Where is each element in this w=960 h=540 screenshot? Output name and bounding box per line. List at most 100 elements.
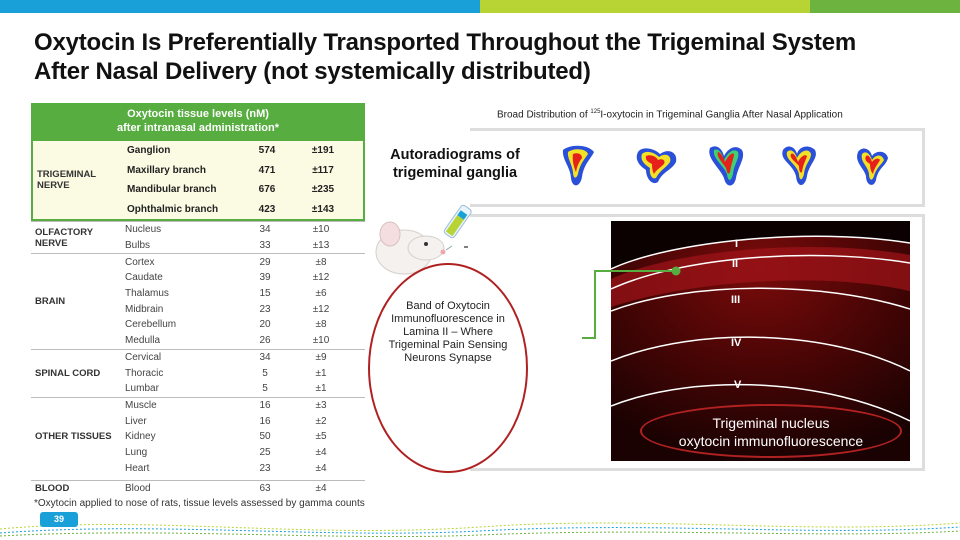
table-group-label: OLFACTORY NERVE xyxy=(35,226,93,249)
ganglia-caption-sup: 125 xyxy=(590,109,601,115)
table-row: Cortex 29 ±8 xyxy=(121,254,365,270)
table-group-label: TRIGEMINAL NERVE xyxy=(37,169,96,191)
table-group-rows: Muscle 16 ±3 Liver 16 ±2 Kidney 50 ±5 Lung 25 ±4 Hea… xyxy=(121,398,365,476)
autoradiogram-5 xyxy=(857,148,888,185)
table-cell-sd: ±8 xyxy=(315,319,327,331)
table-row: Ophthalmic branch 423 ±143 xyxy=(123,200,363,220)
table-row: Lumbar 5 ±1 xyxy=(121,381,365,397)
table-cell-level: 33 xyxy=(259,240,271,252)
table-group-rows: Cortex 29 ±8 Caudate 39 ±12 Thalamus 15 ±6 Midbra… xyxy=(121,254,365,348)
table-row: Liver 16 ±2 xyxy=(121,413,365,429)
table-cell-tissue: Cervical xyxy=(125,351,162,363)
table-header-line2: after intranasal administration* xyxy=(117,122,279,134)
page-number: 39 xyxy=(40,512,78,527)
table-row: Lung 25 ±4 xyxy=(121,445,365,461)
table-cell-tissue: Mandibular branch xyxy=(127,184,217,196)
table-row: Ganglion 574 ±191 xyxy=(123,141,363,161)
table-cell-tissue: Lumbar xyxy=(125,383,159,395)
table-row: Thalamus 15 ±6 xyxy=(121,286,365,302)
top-bar-blue xyxy=(0,0,480,13)
table-row: Maxillary branch 471 ±117 xyxy=(123,161,363,181)
table-cell-sd: ±3 xyxy=(315,399,327,411)
table-cell-level: 23 xyxy=(259,462,271,474)
table-cell-level: 676 xyxy=(258,184,276,196)
table-cell-sd: ±235 xyxy=(311,184,335,196)
table-cell-level: 574 xyxy=(258,145,276,157)
table-group-label: OTHER TISSUES xyxy=(35,431,112,443)
table-row: Kidney 50 ±5 xyxy=(121,429,365,445)
table-group-rows: Cervical 34 ±9 Thoracic 5 ±1 Lumbar 5 ±1 xyxy=(121,350,365,397)
table-cell-level: 16 xyxy=(259,415,271,427)
table-cell-tissue: Cerebellum xyxy=(125,319,177,331)
table-group-label: BLOOD xyxy=(35,483,70,495)
table-cell-level: 29 xyxy=(259,256,271,268)
table-cell-sd: ±8 xyxy=(315,256,327,268)
table-cell-sd: ±10 xyxy=(312,224,330,236)
table-cell-tissue: Lung xyxy=(125,446,148,458)
lamina-label-4: IV xyxy=(731,337,742,349)
table-row: Blood 63 ±4 xyxy=(121,481,365,497)
table-group-label: BRAIN xyxy=(35,295,66,307)
table-header: Oxytocin tissue levels (nM) after intran… xyxy=(31,103,365,139)
micrograph-caption: Trigeminal nucleus oxytocin immunofluore… xyxy=(640,414,902,450)
table-cell-tissue: Nucleus xyxy=(125,224,162,236)
table-cell-sd: ±9 xyxy=(315,351,327,363)
table-row: Medulla 26 ±10 xyxy=(121,333,365,349)
decorative-wave xyxy=(0,522,960,538)
table-cell-sd: ±117 xyxy=(312,164,334,176)
table-cell-tissue: Midbrain xyxy=(125,303,164,315)
table-cell-level: 50 xyxy=(259,431,271,443)
table-row: Nucleus 34 ±10 xyxy=(121,222,365,238)
table-cell-sd: ±4 xyxy=(315,446,327,458)
lamina-label-1: I xyxy=(735,238,739,250)
ganglia-panel xyxy=(470,128,925,207)
lamina-label-5: V xyxy=(734,379,742,391)
table-cell-sd: ±143 xyxy=(311,203,335,215)
table-cell-tissue: Bulbs xyxy=(125,240,151,252)
table-row: Heart 23 ±4 xyxy=(121,460,365,476)
table-cell-level: 63 xyxy=(259,483,271,495)
table-cell-level: 5 xyxy=(262,367,268,379)
table-group: BRAIN Cortex 29 ±8 Caudate 39 ±12 Thalamus 15 ±6 M… xyxy=(31,253,365,348)
table-cell-level: 25 xyxy=(259,446,271,458)
table-cell-tissue: Heart xyxy=(125,462,150,474)
table-group: SPINAL CORD Cervical 34 ±9 Thoracic 5 ±1 Lumbar… xyxy=(31,348,365,397)
table-cell-level: 16 xyxy=(259,399,271,411)
table-row: Bulbs 33 ±13 xyxy=(121,238,365,254)
table-cell-tissue: Medulla xyxy=(125,335,161,347)
band-note: Band of Oxytocin Immunofluorescence in L… xyxy=(388,300,508,364)
rat-illustration xyxy=(375,204,472,275)
table-cell-level: 34 xyxy=(259,351,271,363)
autoradiogram-4 xyxy=(782,146,816,185)
table-cell-level: 39 xyxy=(259,272,271,284)
table-cell-level: 5 xyxy=(262,383,268,395)
table-group-rows: Blood 63 ±4 xyxy=(121,481,365,497)
table-row: Cerebellum 20 ±8 xyxy=(121,317,365,333)
table-cell-sd: ±191 xyxy=(311,145,335,157)
top-bar-lime xyxy=(480,0,810,13)
micrograph-caption-line2: oxytocin immunofluorescence xyxy=(678,433,864,449)
autoradiogram-3 xyxy=(709,146,744,186)
table-cell-tissue: Ganglion xyxy=(127,145,171,157)
table-cell-level: 34 xyxy=(259,224,271,236)
table-cell-sd: ±2 xyxy=(315,415,327,427)
table-cell-tissue: Muscle xyxy=(125,399,157,411)
table-group: OLFACTORY NERVE Nucleus 34 ±10 Bulbs 33 ±13 xyxy=(31,221,365,253)
table-cell-tissue: Caudate xyxy=(125,272,163,284)
table-group-rows: Ganglion 574 ±191 Maxillary branch 471 ±117 Ma… xyxy=(123,141,363,219)
table-body: TRIGEMINAL NERVE Ganglion 574 ±191 Maxillary… xyxy=(31,139,365,497)
table-cell-sd: ±5 xyxy=(315,431,327,443)
autoradiogram-1 xyxy=(562,145,594,186)
band-note-oval xyxy=(368,263,528,473)
table-cell-sd: ±4 xyxy=(315,462,327,474)
table-cell-sd: ±1 xyxy=(315,383,327,395)
table-cell-sd: ±13 xyxy=(312,240,330,252)
table-cell-tissue: Kidney xyxy=(125,431,156,443)
table-group: BLOOD Blood 63 ±4 xyxy=(31,480,365,497)
table-cell-sd: ±12 xyxy=(312,303,330,315)
ganglia-caption: Broad Distribution of 125I-oxytocin in T… xyxy=(497,109,843,120)
table-cell-tissue: Cortex xyxy=(125,256,155,268)
footnote: *Oxytocin applied to nose of rats, tissu… xyxy=(34,498,365,509)
micrograph-caption-oval xyxy=(640,404,902,458)
